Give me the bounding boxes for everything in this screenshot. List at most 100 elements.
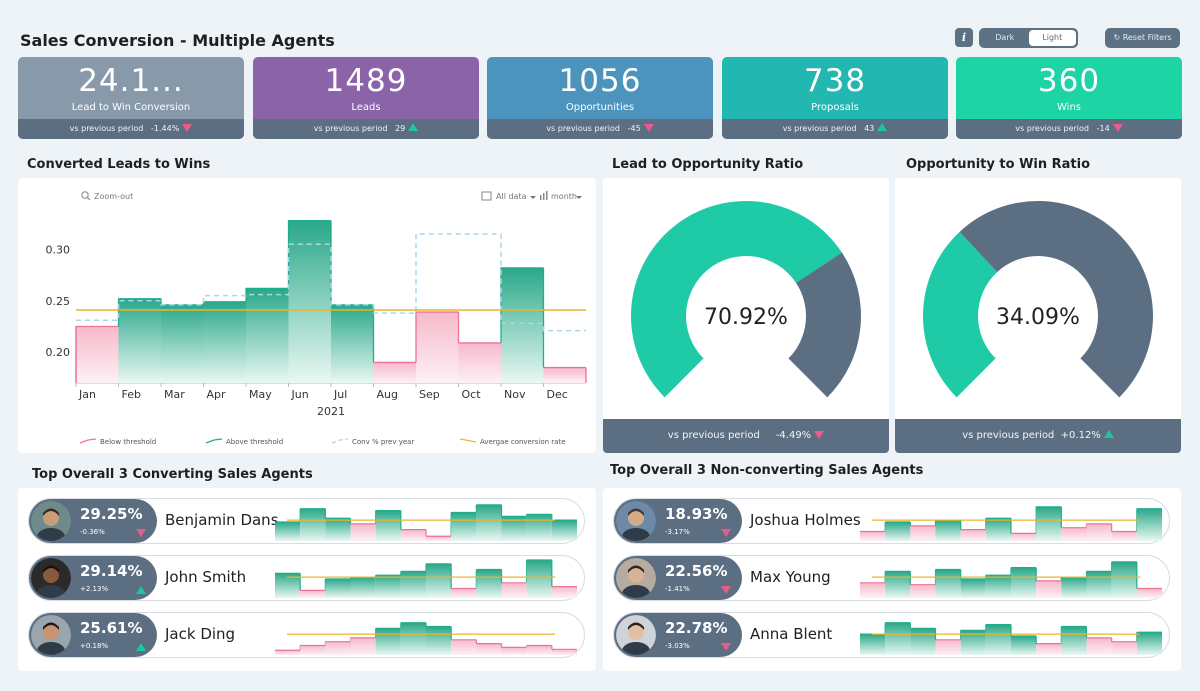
legend-swatch <box>79 438 97 444</box>
x-tick-label: Jan <box>78 388 96 401</box>
bar-above-threshold[interactable] <box>331 304 374 383</box>
converted-leads-chart-card: Zoom-out All data month 0.20 0.25 0.30 Jan F… <box>18 178 596 453</box>
spark-bar <box>1036 580 1062 598</box>
trend-up-icon <box>136 586 146 594</box>
y-tick-label: 0.30 <box>46 243 71 256</box>
spark-bar <box>350 523 376 541</box>
legend-label[interactable]: Below threshold <box>100 438 156 446</box>
agent-change: -0.36% <box>80 528 105 536</box>
spark-bar <box>350 637 376 655</box>
period-control[interactable]: month <box>540 191 582 201</box>
all-data-control[interactable]: All data <box>481 191 536 201</box>
spark-bar <box>910 584 936 598</box>
legend-swatch <box>331 438 349 444</box>
donut-remainder-arc[interactable] <box>959 201 1153 398</box>
agent-conversion-pct: 18.93% <box>665 505 728 523</box>
theme-toggle[interactable]: Dark Light <box>979 28 1078 48</box>
x-tick-label: Oct <box>462 388 482 401</box>
section-title-opp-win: Opportunity to Win Ratio <box>906 157 1091 172</box>
x-tick-label: Mar <box>164 388 185 401</box>
kpi-card-4[interactable]: 360 Wins vs previous period -14 <box>956 57 1182 139</box>
info-button[interactable]: i <box>955 28 973 47</box>
x-tick-label: May <box>249 388 272 401</box>
bar-below-threshold[interactable] <box>76 326 119 383</box>
zoom-out-control[interactable]: Zoom-out <box>81 191 133 201</box>
spark-bar <box>275 522 301 541</box>
bar-below-threshold[interactable] <box>458 342 502 383</box>
trend-down-icon <box>1112 124 1123 132</box>
donut-value-arc[interactable] <box>923 231 998 398</box>
bar-above-threshold[interactable] <box>118 298 162 383</box>
bar-below-threshold[interactable] <box>416 312 459 383</box>
kpi-footer: vs previous period -45 <box>487 119 713 139</box>
kpi-prev-label: vs previous period <box>69 124 144 133</box>
agent-change: -1.41% <box>665 585 690 593</box>
period-label: month <box>551 192 577 201</box>
bar-above-threshold[interactable] <box>203 301 247 383</box>
bar-below-threshold[interactable] <box>543 367 587 383</box>
lead-opp-delta: -4.49% <box>775 430 812 441</box>
bar-above-threshold[interactable] <box>501 267 544 383</box>
theme-dark-option[interactable]: Dark <box>995 33 1015 42</box>
spark-bar <box>476 504 502 541</box>
spark-bar <box>1086 571 1112 598</box>
bar-above-threshold[interactable] <box>161 304 204 383</box>
agent-row[interactable]: 22.56% -1.41% Max Young <box>613 555 1170 601</box>
avatar <box>31 501 71 541</box>
spark-bar <box>375 628 401 655</box>
agent-row[interactable]: 22.78% -3.03% Anna Blent <box>613 612 1170 658</box>
spark-bar <box>300 590 326 598</box>
legend-label[interactable]: Above threshold <box>226 438 283 446</box>
step-outline <box>415 311 459 363</box>
trend-up-icon <box>408 123 419 131</box>
agent-stat-pill: 22.56% -1.41% <box>614 556 742 600</box>
reset-filters-button[interactable]: ↻ Reset Filters <box>1105 28 1180 48</box>
agent-change: +2.13% <box>80 585 109 593</box>
spark-bar <box>1136 508 1162 541</box>
opportunity-win-ratio-card: 34.09% vs previous period +0.12% <box>895 178 1181 453</box>
kpi-card-3[interactable]: 738 Proposals vs previous period 43 <box>722 57 948 139</box>
calendar-icon <box>481 191 492 201</box>
donut-center-value: 34.09% <box>996 305 1080 330</box>
spark-bar <box>350 577 376 598</box>
kpi-card-0[interactable]: 24.1... Lead to Win Conversion vs previous… <box>18 57 244 139</box>
spark-bar <box>476 569 502 598</box>
spark-bar <box>400 529 426 541</box>
spark-bar <box>960 529 986 541</box>
kpi-card-1[interactable]: 1489 Leads vs previous period 29 <box>253 57 479 139</box>
spark-bar <box>426 563 452 598</box>
legend-label[interactable]: Conv % prev year <box>352 438 414 446</box>
agent-row[interactable]: 18.93% -3.17% Joshua Holmes <box>613 498 1170 544</box>
bar-above-threshold[interactable] <box>246 288 289 383</box>
prev-year-line <box>76 233 586 332</box>
kpi-delta: -1.44% <box>151 124 180 133</box>
spark-bar <box>426 536 452 541</box>
agent-row[interactable]: 25.61% +0.18% Jack Ding <box>28 612 585 658</box>
kpi-footer: vs previous period 43 <box>722 119 948 139</box>
donut-value-arc[interactable] <box>630 200 842 398</box>
bar-above-threshold[interactable] <box>288 220 332 383</box>
agent-row[interactable]: 29.14% +2.13% John Smith <box>28 555 585 601</box>
spark-bar <box>910 525 936 541</box>
donut-remainder-arc[interactable] <box>788 252 861 398</box>
legend-label[interactable]: Avergae conversion rate <box>480 438 566 446</box>
spark-bar <box>451 588 477 598</box>
agent-row[interactable]: 29.25% -0.36% Benjamin Dans <box>28 498 585 544</box>
magnifier-icon <box>81 191 89 199</box>
bar-below-threshold[interactable] <box>373 362 417 383</box>
spark-bar <box>551 520 577 541</box>
theme-light-option[interactable]: Light <box>1028 30 1076 46</box>
spark-bar <box>985 624 1011 655</box>
agent-stat-pill: 18.93% -3.17% <box>614 499 742 543</box>
kpi-card-2[interactable]: 1056 Opportunities vs previous period -45 <box>487 57 713 139</box>
agent-name: Anna Blent <box>750 625 833 643</box>
avatar <box>31 558 71 598</box>
bar-chart-icon <box>540 195 542 200</box>
spark-bar <box>985 518 1011 541</box>
kpi-value: 1056 <box>558 63 642 99</box>
lead-opp-prev-label: vs previous period <box>667 430 760 441</box>
kpi-value: 24.1... <box>78 63 184 99</box>
x-tick-label: Aug <box>377 388 398 401</box>
spark-bar <box>1111 641 1137 655</box>
spark-bar <box>860 582 886 598</box>
